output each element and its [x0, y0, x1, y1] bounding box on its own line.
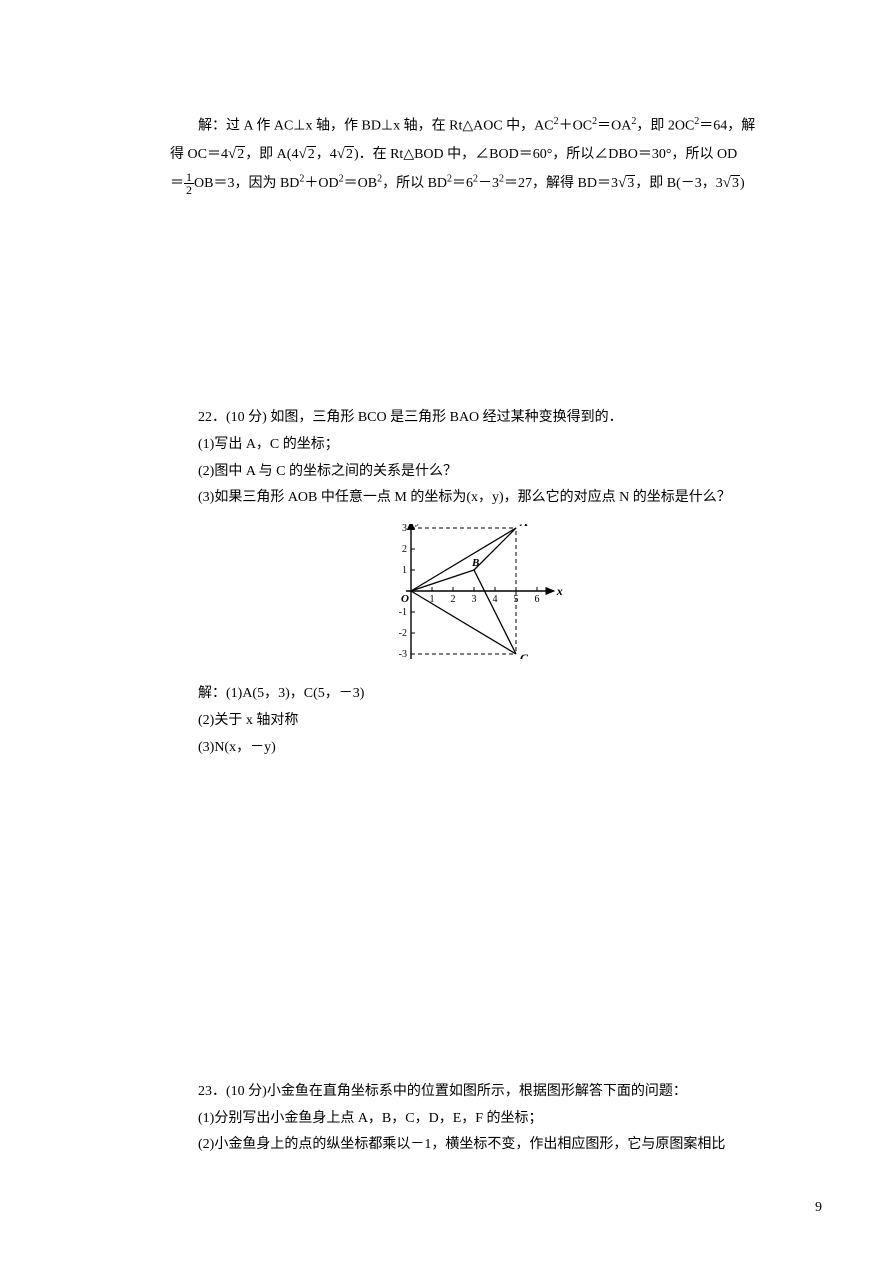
- fraction: 12: [184, 171, 194, 196]
- svg-text:1: 1: [402, 565, 407, 576]
- q22-sol1: 解：(1)A(5，3)，C(5，－3): [170, 681, 772, 708]
- q22-sol3: (3)N(x，－y): [170, 735, 772, 762]
- text: OB＝3，因为 BD: [194, 176, 299, 191]
- text: ＝64，解: [699, 119, 755, 134]
- text: ＝27，解得 BD＝3: [504, 176, 618, 191]
- sqrt-val: 3: [626, 175, 635, 191]
- text: ＝: [170, 176, 184, 191]
- text: ＋OD: [304, 176, 338, 191]
- sqrt-icon: √: [337, 146, 345, 162]
- question-22: 22．(10 分) 如图，三角形 BCO 是三角形 BAO 经过某种变换得到的．…: [170, 405, 772, 761]
- svg-text:B: B: [471, 557, 479, 569]
- text: ＝6: [452, 176, 473, 191]
- svg-text:6: 6: [535, 594, 540, 605]
- text: ，即 B(－3，3: [635, 176, 723, 191]
- svg-text:C: C: [520, 651, 529, 659]
- svg-text:-2: -2: [399, 628, 407, 639]
- question-23: 23．(10 分)小金鱼在直角坐标系中的位置如图所示，根据图形解答下面的问题： …: [170, 1079, 772, 1159]
- svg-text:2: 2: [451, 594, 456, 605]
- q22-sol2: (2)关于 x 轴对称: [170, 708, 772, 735]
- text: 得 OC＝4: [170, 147, 228, 162]
- q22-part2: (2)图中 A 与 C 的坐标之间的关系是什么？: [170, 459, 772, 486]
- q23-part2: (2)小金鱼身上的点的纵坐标都乘以－1，横坐标不变，作出相应图形，它与原图案相比: [170, 1132, 772, 1159]
- svg-text:2: 2: [402, 544, 407, 555]
- sqrt-val: 2: [307, 146, 316, 162]
- text: )．在 Rt△BOD 中，∠BOD＝60°，所以∠DBO＝30°，所以 OD: [354, 147, 737, 162]
- text: ，即 2OC: [636, 119, 694, 134]
- sol21-line1: 解：过 A 作 AC⊥x 轴，作 BD⊥x 轴，在 Rt△AOC 中，AC2＋O…: [170, 112, 772, 140]
- coordinate-graph: 123456123-1-2-3ACBOxy: [376, 524, 566, 659]
- q23-part1: (1)分别写出小金鱼身上点 A，B，C，D，E，F 的坐标；: [170, 1106, 772, 1133]
- text: ＝OB: [344, 176, 377, 191]
- text: ，4: [316, 147, 337, 162]
- svg-text:4: 4: [493, 594, 498, 605]
- svg-text:-3: -3: [399, 649, 407, 659]
- spacer: [170, 205, 772, 405]
- svg-text:3: 3: [472, 594, 477, 605]
- svg-text:y: y: [414, 524, 422, 527]
- svg-text:A: A: [519, 524, 528, 529]
- sqrt-val: 2: [345, 146, 354, 162]
- spacer: [170, 769, 772, 1079]
- q22-part3: (3)如果三角形 AOB 中任意一点 M 的坐标为(x，y)，那么它的对应点 N…: [170, 485, 772, 512]
- svg-text:x: x: [556, 584, 563, 598]
- svg-text:3: 3: [402, 524, 407, 534]
- q22-figure: 123456123-1-2-3ACBOxy: [170, 524, 772, 670]
- svg-text:-1: -1: [399, 607, 407, 618]
- q22-part1: (1)写出 A，C 的坐标；: [170, 432, 772, 459]
- sqrt-val: 3: [731, 175, 740, 191]
- text: ，所以 BD: [382, 176, 447, 191]
- text: －3: [478, 176, 499, 191]
- page-number: 9: [815, 1195, 822, 1222]
- sqrt-val: 2: [236, 146, 245, 162]
- sqrt-icon: √: [723, 175, 731, 191]
- q23-header: 23．(10 分)小金鱼在直角坐标系中的位置如图所示，根据图形解答下面的问题：: [170, 1079, 772, 1106]
- sol21-line3: ＝12OB＝3，因为 BD2＋OD2＝OB2，所以 BD2＝62－32＝27，解…: [170, 169, 772, 198]
- sqrt-icon: √: [228, 146, 236, 162]
- sqrt-icon: √: [298, 146, 306, 162]
- text: ＝OA: [597, 119, 631, 134]
- text: ，即 A(4: [245, 147, 298, 162]
- svg-text:O: O: [401, 593, 409, 605]
- q22-header: 22．(10 分) 如图，三角形 BCO 是三角形 BAO 经过某种变换得到的．: [170, 405, 772, 432]
- sol21-line2: 得 OC＝4√2，即 A(4√2，4√2)．在 Rt△BOD 中，∠BOD＝60…: [170, 140, 772, 169]
- solution-21: 解：过 A 作 AC⊥x 轴，作 BD⊥x 轴，在 Rt△AOC 中，AC 2 ＋O…: [170, 112, 772, 197]
- text: ): [740, 176, 745, 191]
- denominator: 2: [184, 184, 194, 196]
- text: ＋OC: [559, 119, 592, 134]
- text: 解：过 A 作 AC⊥x 轴，作 BD⊥x 轴，在 Rt△AOC 中，AC: [198, 119, 554, 134]
- sqrt-icon: √: [618, 175, 626, 191]
